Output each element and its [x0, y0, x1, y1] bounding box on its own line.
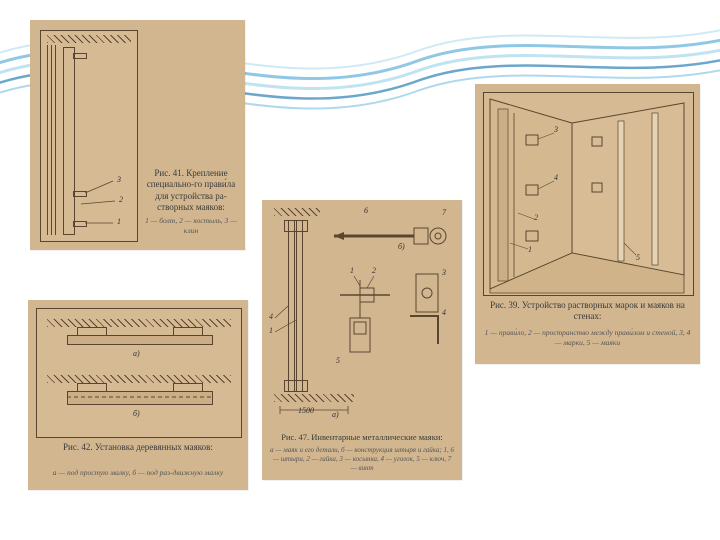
figure-42: а) б) Рис. 42. Установка деревянных маяк… [28, 300, 248, 490]
fig41-label-2: 2 [119, 195, 123, 204]
fig47-legend: а — маяк и его детали, б — конструкция ш… [270, 446, 454, 473]
fig47-caption: Рис. 47. Инвентарные металлические маяки… [270, 432, 454, 443]
figure-39-frame: 3 4 2 1 5 [483, 92, 694, 296]
fig39-label-1: 1 [528, 245, 532, 254]
fig47-label-5: 5 [336, 356, 340, 365]
fig39-label-4: 4 [554, 173, 558, 182]
fig39-legend: 1 — прави́ло, 2 — пространство между пра… [483, 328, 692, 348]
fig47-detail [340, 270, 450, 380]
fig47-dim-text: 1500 [298, 406, 314, 415]
fig47-label-6: 6 [364, 206, 368, 215]
fig39-label-2: 2 [534, 213, 538, 222]
fig41-label-3: 3 [117, 175, 121, 184]
fig47-label-1: 1 [269, 326, 273, 335]
fig47-label-1b: 1 [350, 266, 354, 275]
fig42-b-hatch [47, 375, 231, 383]
fig47-b-spike [330, 214, 454, 258]
fig39-label-5: 5 [636, 253, 640, 262]
fig42-b-dashed [67, 391, 211, 403]
fig42-b-label: б) [133, 409, 140, 418]
fig41-leaders [41, 31, 137, 241]
fig39-room [484, 93, 693, 295]
fig39-caption: Рис. 39. Устройство растворных марок и м… [483, 300, 692, 323]
fig47-label-7: 7 [442, 208, 446, 217]
fig47-label-2: 2 [372, 266, 376, 275]
fig47-label-4a: 4 [269, 312, 273, 321]
fig42-legend: а — под простую малку, б — под раз-движн… [36, 468, 240, 478]
fig42-a-label: а) [133, 349, 140, 358]
fig47-dim [274, 404, 354, 422]
fig41-caption: Рис. 41. Крепление специально-го прави́л… [142, 168, 240, 213]
figure-47: 1500 а) 1 4 б) 6 7 [262, 200, 462, 480]
fig42-a-beam [67, 335, 213, 345]
fig42-a-hatch [47, 319, 231, 327]
figure-41-frame: 3 2 1 [40, 30, 138, 242]
fig47-label-3: 3 [442, 268, 446, 277]
figure-39: 3 4 2 1 5 Рис. 39. Устройство растворных… [475, 84, 700, 364]
figure-42-frame: а) б) [36, 308, 242, 438]
fig47-b-label: б) [398, 242, 405, 251]
figure-41: 3 2 1 Рис. 41. Крепление специально-го п… [30, 20, 245, 250]
fig39-label-3: 3 [554, 125, 558, 134]
fig41-legend: 1 — болт, 2 — костыль, 3 — клин [142, 216, 240, 236]
fig47-a-label: а) [332, 410, 339, 419]
figure-47-frame: 1500 а) 1 4 б) 6 7 [270, 208, 454, 428]
fig42-caption: Рис. 42. Установка деревянных маяков: [36, 442, 240, 453]
fig47-label-4: 4 [442, 308, 446, 317]
fig41-label-1: 1 [117, 217, 121, 226]
